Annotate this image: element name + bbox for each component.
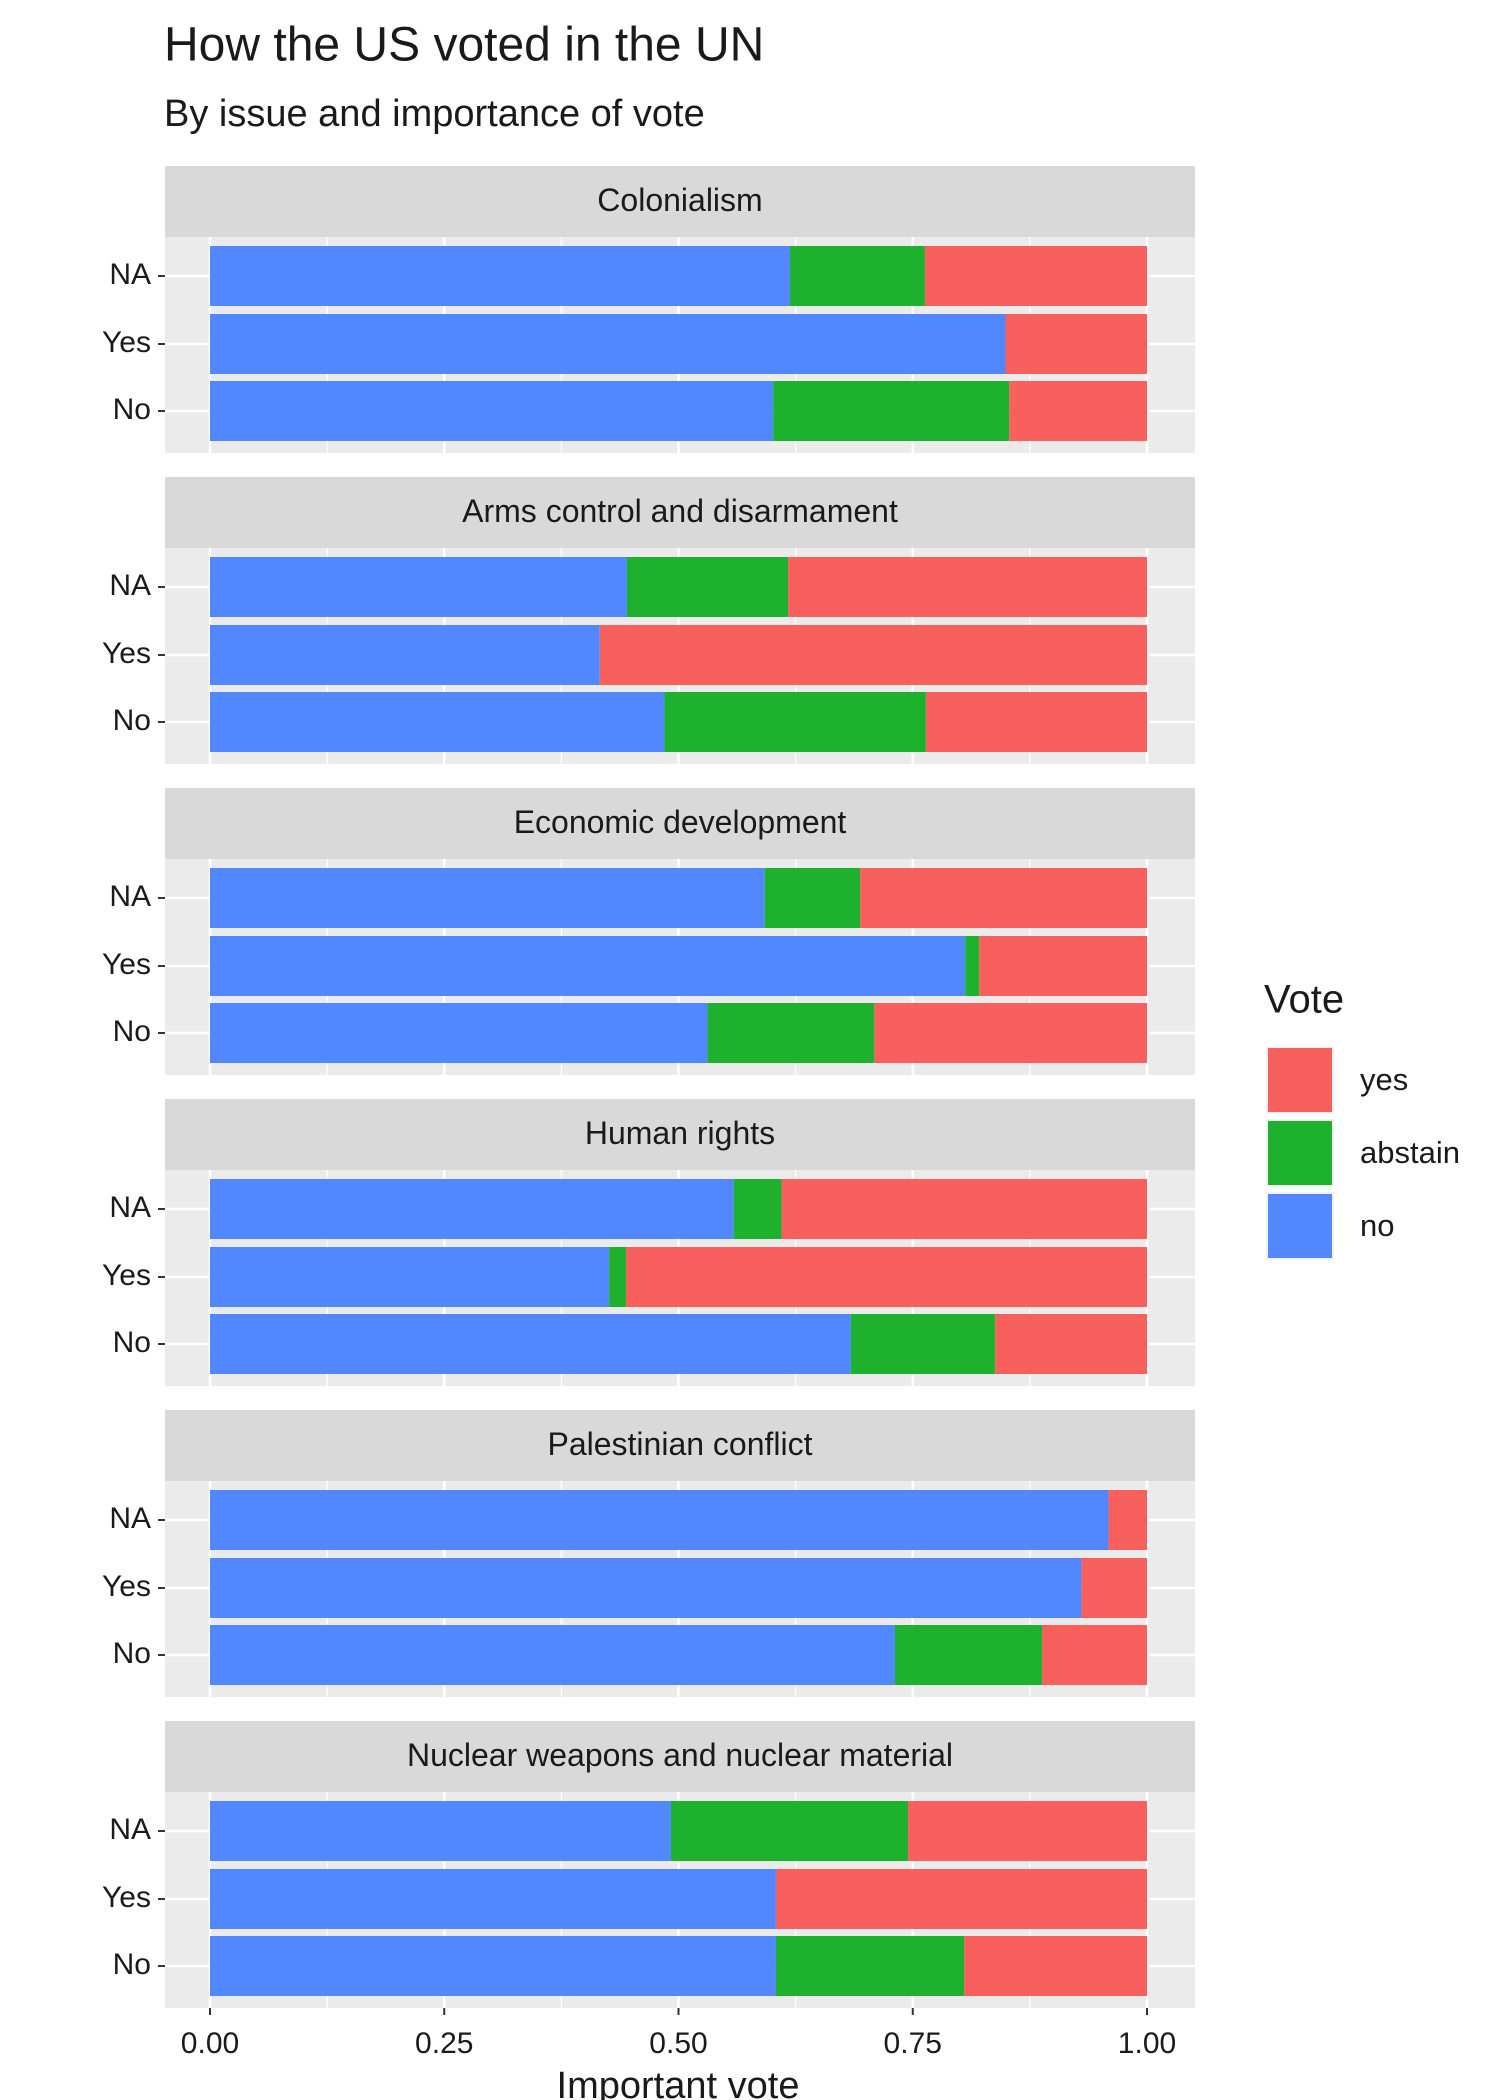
- bar-segment: [210, 1314, 851, 1374]
- chart-title: How the US voted in the UN: [164, 19, 764, 72]
- y-tick-label: Yes: [102, 1570, 151, 1603]
- facet-title: Economic development: [514, 804, 847, 840]
- legend-key: [1268, 1194, 1332, 1258]
- facet-title: Colonialism: [597, 182, 762, 218]
- x-tick-label: 0.75: [884, 2027, 942, 2060]
- bar-segment: [210, 314, 1006, 374]
- y-tick-label: NA: [109, 880, 151, 913]
- legend-label: yes: [1360, 1062, 1408, 1097]
- bar-segment: [850, 1314, 996, 1374]
- y-tick-label: Yes: [102, 948, 151, 981]
- facet-title: Nuclear weapons and nuclear material: [407, 1737, 953, 1773]
- y-tick-label: NA: [109, 1191, 151, 1224]
- facet-strip: [165, 1099, 1195, 1170]
- y-tick-label: No: [113, 1015, 151, 1048]
- legend-label: no: [1360, 1208, 1394, 1243]
- x-tick-label: 0.25: [415, 2027, 473, 2060]
- bar-segment: [210, 1179, 734, 1239]
- bar-segment: [210, 692, 665, 752]
- y-tick-label: Yes: [102, 1881, 151, 1914]
- bar-segment: [1108, 1490, 1147, 1550]
- y-tick-label: No: [113, 393, 151, 426]
- bar-segment: [210, 1003, 708, 1063]
- facet-title: Human rights: [585, 1115, 775, 1151]
- bar-segment: [707, 1003, 875, 1063]
- bar-segment: [908, 1801, 1147, 1861]
- y-tick-label: NA: [109, 1813, 151, 1846]
- y-tick-label: No: [113, 1637, 151, 1670]
- x-tick-label: 0.50: [649, 2027, 707, 2060]
- facet-strip: [165, 788, 1195, 859]
- bar-segment: [210, 1869, 776, 1929]
- bar-segment: [894, 1625, 1043, 1685]
- bar-segment: [965, 936, 980, 996]
- bar-segment: [664, 692, 926, 752]
- bar-segment: [874, 1003, 1147, 1063]
- legend-key: [1268, 1121, 1332, 1185]
- bar-segment: [210, 868, 765, 928]
- facet-strip: [165, 1721, 1195, 1792]
- bar-segment: [773, 381, 1010, 441]
- facet-strip: [165, 166, 1195, 237]
- y-tick-label: NA: [109, 258, 151, 291]
- bar-segment: [860, 868, 1147, 928]
- bar-segment: [1009, 381, 1147, 441]
- bar-segment: [599, 625, 1147, 685]
- bar-segment: [925, 692, 1147, 752]
- bar-segment: [210, 1247, 610, 1307]
- bar-segment: [995, 1314, 1147, 1374]
- y-tick-label: No: [113, 704, 151, 737]
- y-tick-label: No: [113, 1948, 151, 1981]
- bar-segment: [626, 1247, 1147, 1307]
- facet-title: Palestinian conflict: [547, 1426, 812, 1462]
- bar-segment: [788, 557, 1147, 617]
- y-tick-label: NA: [109, 1502, 151, 1535]
- bar-segment: [210, 1936, 776, 1996]
- y-tick-label: NA: [109, 569, 151, 602]
- bar-segment: [1005, 314, 1147, 374]
- bar-segment: [609, 1247, 627, 1307]
- x-tick-label: 0.00: [181, 2027, 239, 2060]
- legend-title: Vote: [1264, 978, 1344, 1022]
- y-tick-label: Yes: [102, 1259, 151, 1292]
- facet-strip: [165, 477, 1195, 548]
- bar-segment: [1042, 1625, 1147, 1685]
- chart-subtitle: By issue and importance of vote: [164, 93, 705, 135]
- bar-segment: [210, 1490, 1109, 1550]
- bar-segment: [210, 246, 791, 306]
- bar-segment: [790, 246, 925, 306]
- bar-segment: [210, 1625, 895, 1685]
- bar-segment: [964, 1936, 1147, 1996]
- bar-segment: [210, 625, 600, 685]
- bar-segment: [210, 557, 627, 617]
- bar-segment: [979, 936, 1147, 996]
- y-tick-label: Yes: [102, 637, 151, 670]
- legend-label: abstain: [1360, 1135, 1460, 1170]
- bar-segment: [924, 246, 1147, 306]
- bar-segment: [210, 1801, 672, 1861]
- bar-segment: [210, 936, 966, 996]
- bar-segment: [626, 557, 789, 617]
- bar-segment: [210, 381, 774, 441]
- bar-segment: [671, 1801, 909, 1861]
- legend-key: [1268, 1048, 1332, 1112]
- bar-segment: [775, 1936, 965, 1996]
- bar-segment: [1081, 1558, 1147, 1618]
- y-tick-label: No: [113, 1326, 151, 1359]
- facet-strip: [165, 1410, 1195, 1481]
- x-axis-label: Important vote: [557, 2065, 800, 2100]
- bar-segment: [775, 1869, 1147, 1929]
- bar-segment: [764, 868, 861, 928]
- facet-title: Arms control and disarmament: [462, 493, 898, 529]
- bar-segment: [781, 1179, 1147, 1239]
- bar-segment: [733, 1179, 782, 1239]
- y-tick-label: Yes: [102, 326, 151, 359]
- bar-segment: [210, 1558, 1082, 1618]
- x-tick-label: 1.00: [1118, 2027, 1176, 2060]
